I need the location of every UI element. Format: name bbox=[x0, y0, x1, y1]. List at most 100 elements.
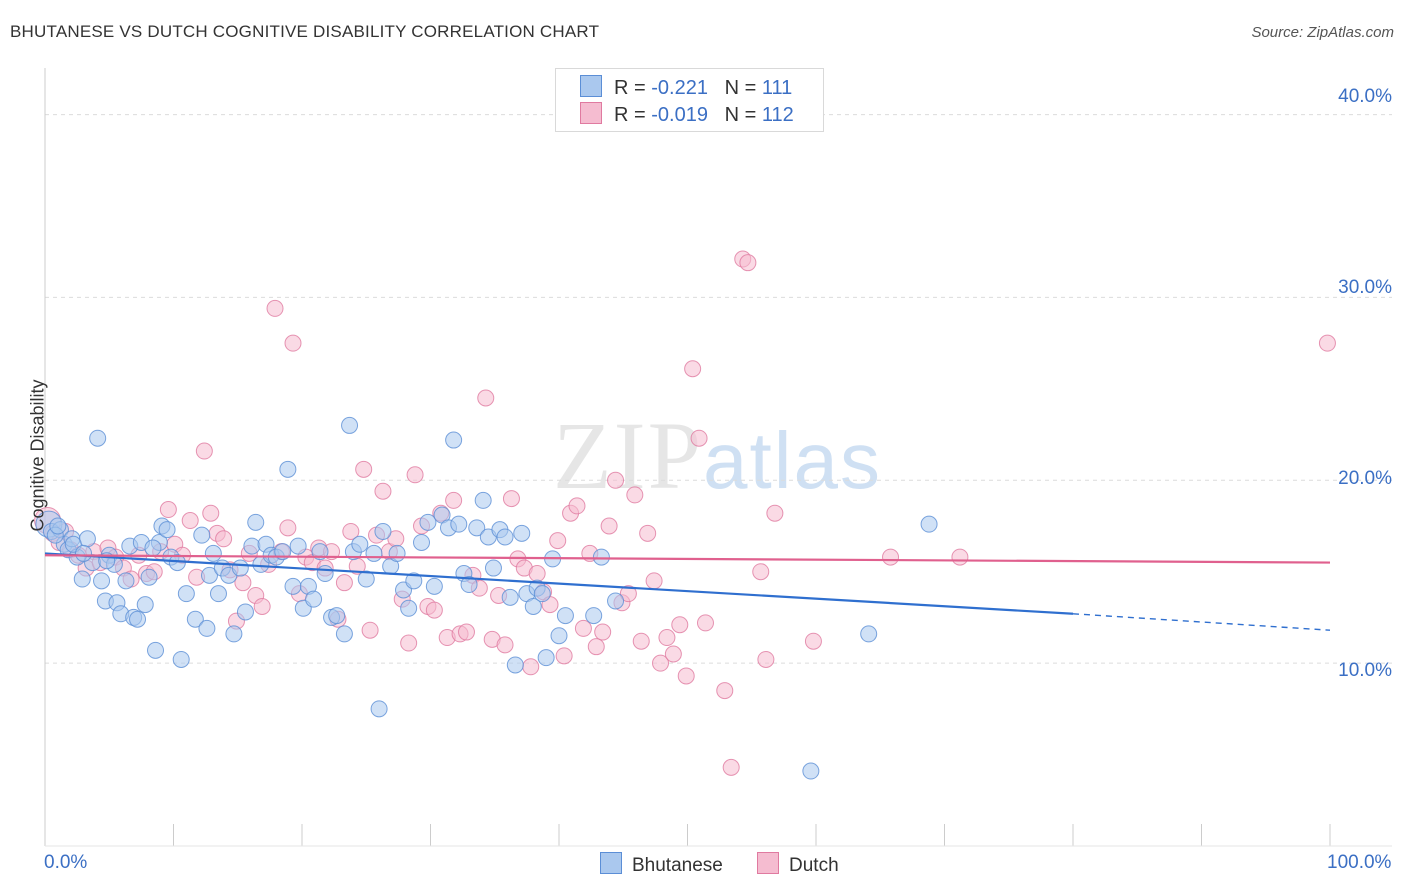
y-tick-label-30: 30.0% bbox=[1338, 277, 1392, 298]
n-label: N = bbox=[724, 104, 757, 126]
dutch-point bbox=[234, 574, 252, 592]
bhutanese-point bbox=[78, 530, 96, 548]
bhutanese-point bbox=[311, 543, 329, 561]
watermark: ZIPatlas bbox=[553, 400, 882, 511]
bhutanese-point bbox=[209, 585, 227, 603]
bhutanese-point bbox=[204, 544, 222, 562]
stats-legend: R = -0.221 N = 111 R = -0.019 N = 112 bbox=[555, 68, 824, 132]
dutch-point bbox=[677, 667, 695, 685]
bhutanese-point bbox=[284, 577, 302, 595]
bhutanese-point bbox=[496, 528, 514, 546]
bhutanese-point bbox=[177, 585, 195, 603]
bhutanese-point bbox=[49, 517, 67, 535]
dutch-point bbox=[457, 623, 475, 641]
r-label: R = bbox=[614, 77, 646, 99]
bhutanese-point bbox=[172, 650, 190, 668]
bhutanese-point bbox=[117, 572, 135, 590]
bhutanese-point bbox=[279, 460, 297, 478]
bhutanese-point bbox=[144, 539, 162, 557]
bhutanese-point bbox=[460, 576, 478, 594]
bhutanese-point bbox=[335, 625, 353, 643]
bhutanese-point bbox=[243, 537, 261, 555]
dutch-point bbox=[355, 460, 373, 478]
r-label: R = bbox=[614, 104, 646, 126]
dutch-point bbox=[159, 501, 177, 519]
dutch-point bbox=[716, 682, 734, 700]
bhutanese-point bbox=[484, 559, 502, 577]
dutch-point bbox=[502, 490, 520, 508]
dutch-point bbox=[335, 574, 353, 592]
dutch-point bbox=[279, 519, 297, 537]
r-value: -0.019 bbox=[651, 104, 708, 126]
dutch-point bbox=[766, 504, 784, 522]
dutch-point bbox=[882, 548, 900, 566]
bhutanese-point bbox=[413, 533, 431, 551]
dutch-point bbox=[555, 647, 573, 665]
dutch-point bbox=[739, 254, 757, 272]
bhutanese-point bbox=[450, 515, 468, 533]
bhutanese-point bbox=[400, 599, 418, 617]
bhutanese-point bbox=[365, 544, 383, 562]
n-value: 112 bbox=[761, 104, 794, 126]
dutch-point bbox=[690, 429, 708, 447]
bhutanese-point bbox=[501, 588, 519, 606]
bhutanese-point bbox=[140, 568, 158, 586]
legend-item-dutch[interactable]: Dutch bbox=[757, 852, 839, 877]
bhutanese-point bbox=[357, 570, 375, 588]
bhutanese-trend-line-extension bbox=[1072, 613, 1331, 631]
watermark-atlas: atlas bbox=[703, 416, 882, 505]
dutch-point bbox=[632, 632, 650, 650]
r-value: -0.221 bbox=[651, 77, 708, 99]
dutch-point bbox=[757, 650, 775, 668]
dutch-legend-swatch bbox=[757, 852, 779, 874]
dutch-point bbox=[600, 517, 618, 535]
dutch-point bbox=[696, 614, 714, 632]
y-tick-label-20: 20.0% bbox=[1338, 468, 1392, 489]
dutch-point bbox=[639, 524, 657, 542]
bhutanese-point bbox=[474, 491, 492, 509]
bhutanese-point bbox=[468, 519, 486, 537]
dutch-point bbox=[374, 482, 392, 500]
dutch-point bbox=[587, 638, 605, 656]
bhutanese-point bbox=[186, 610, 204, 628]
dutch-point bbox=[804, 632, 822, 650]
dutch-point bbox=[664, 645, 682, 663]
bhutanese-swatch bbox=[580, 75, 602, 97]
bhutanese-point bbox=[289, 537, 307, 555]
dutch-point bbox=[400, 634, 418, 652]
n-label: N = bbox=[724, 77, 757, 99]
dutch-point bbox=[549, 532, 567, 550]
dutch-point bbox=[522, 658, 540, 676]
bhutanese-point bbox=[231, 559, 249, 577]
bhutanese-point bbox=[198, 619, 216, 637]
bhutanese-point bbox=[607, 592, 625, 610]
bhutanese-point bbox=[93, 572, 111, 590]
dutch-point bbox=[652, 654, 670, 672]
x-tick-label-min: 0.0% bbox=[44, 852, 88, 873]
dutch-point bbox=[195, 442, 213, 460]
dutch-point bbox=[574, 619, 592, 637]
x-tick-label-max: 100.0% bbox=[1327, 852, 1392, 873]
dutch-point bbox=[361, 621, 379, 639]
dutch-point bbox=[266, 299, 284, 317]
bhutanese-point bbox=[129, 610, 147, 628]
bhutanese-point bbox=[225, 625, 243, 643]
bhutanese-point bbox=[405, 572, 423, 590]
dutch-point bbox=[181, 512, 199, 530]
bhutanese-trend-line bbox=[44, 552, 1074, 615]
dutch-point bbox=[752, 563, 770, 581]
source-label: Source: ZipAtlas.com bbox=[1251, 24, 1394, 41]
bhutanese-point bbox=[89, 429, 107, 447]
stats-row-bhutanese: R = -0.221 N = 111 bbox=[580, 75, 792, 99]
bhutanese-point bbox=[370, 700, 388, 718]
dutch-point bbox=[445, 491, 463, 509]
bhutanese-point bbox=[193, 526, 211, 544]
dutch-swatch bbox=[580, 102, 602, 124]
bhutanese-point bbox=[328, 607, 346, 625]
n-value: 111 bbox=[761, 77, 793, 99]
bhutanese-point bbox=[351, 535, 369, 553]
legend-item-bhutanese[interactable]: Bhutanese bbox=[600, 852, 723, 877]
chart-title: BHUTANESE VS DUTCH COGNITIVE DISABILITY … bbox=[10, 22, 600, 41]
dutch-point bbox=[253, 597, 271, 615]
